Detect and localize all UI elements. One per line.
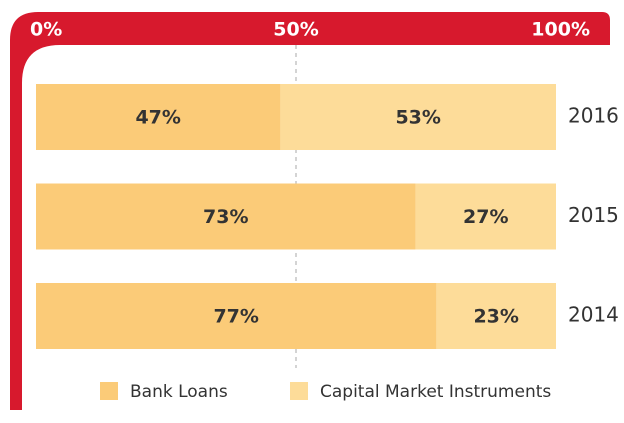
value-label: 23% xyxy=(473,306,518,328)
x-tick-label: 50% xyxy=(273,19,318,41)
value-label: 47% xyxy=(135,107,180,129)
legend-label: Capital Market Instruments xyxy=(320,382,551,402)
bar-segment xyxy=(36,84,281,150)
bar-segment xyxy=(280,84,556,150)
legend-swatch xyxy=(100,382,118,400)
value-label: 27% xyxy=(463,206,508,228)
x-tick-label: 0% xyxy=(30,19,62,41)
value-label: 73% xyxy=(203,206,248,228)
legend-label: Bank Loans xyxy=(130,382,228,402)
category-label: 2015 xyxy=(568,203,619,227)
x-tick-label: 100% xyxy=(531,19,590,41)
category-label: 2014 xyxy=(568,303,619,327)
value-label: 77% xyxy=(213,306,258,328)
legend-swatch xyxy=(290,382,308,400)
bar-segment xyxy=(415,183,556,250)
bar-segment xyxy=(36,183,416,250)
category-label: 2016 xyxy=(568,104,619,128)
bar-segment xyxy=(436,283,556,349)
bar-segment xyxy=(36,283,437,349)
value-label: 53% xyxy=(395,107,440,129)
